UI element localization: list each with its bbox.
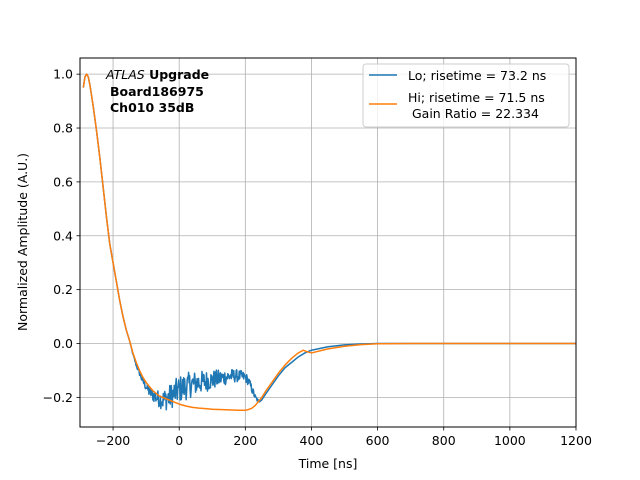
- y-tick-label: −0.2: [43, 390, 73, 405]
- series-line-0: [82, 73, 576, 411]
- x-axis-ticks: −200 0 200 400 600 800 1000 1200: [96, 427, 592, 448]
- x-axis-label: Time [ns]: [298, 456, 358, 471]
- y-tick-label: 0.0: [53, 336, 73, 351]
- series-line-1: [82, 73, 576, 412]
- legend-box: [362, 63, 570, 128]
- y-axis-ticks: −0.2 0.0 0.2 0.4 0.6 0.8 1.0: [43, 67, 80, 405]
- y-tick-label: 0.4: [53, 228, 73, 243]
- x-tick-label: 600: [366, 433, 390, 448]
- annotation-atlas: ATLAS: [105, 67, 145, 82]
- legend-label-hi-line2: Gain Ratio = 22.334: [408, 106, 539, 121]
- x-tick-label: 1200: [560, 433, 592, 448]
- x-tick-label: −200: [96, 433, 130, 448]
- y-tick-label: 1.0: [53, 67, 73, 82]
- x-tick-label: 400: [300, 433, 324, 448]
- y-tick-label: 0.2: [53, 282, 73, 297]
- x-tick-label: 800: [432, 433, 456, 448]
- y-tick-label: 0.6: [53, 174, 73, 189]
- plot-frame: [79, 57, 577, 428]
- x-tick-label: 1000: [494, 433, 526, 448]
- annotation-board: Board186975: [110, 84, 204, 99]
- legend-label-hi-line1: Hi; risetime = 71.5 ns: [408, 90, 545, 105]
- annotation-upgrade: Upgrade: [145, 67, 209, 82]
- y-axis-label: Normalized Amplitude (A.U.): [15, 153, 30, 331]
- x-tick-label: 0: [175, 433, 183, 448]
- svg-text:ATLAS Upgrade: ATLAS Upgrade: [105, 67, 209, 82]
- annotation-channel: Ch010 35dB: [110, 100, 194, 115]
- series-layer: [82, 73, 576, 412]
- legend: Lo; risetime = 73.2 ns Hi; risetime = 71…: [362, 63, 570, 128]
- x-tick-label: 200: [233, 433, 257, 448]
- annotation: ATLAS Upgrade Board186975 Ch010 35dB: [105, 67, 209, 115]
- legend-label-lo: Lo; risetime = 73.2 ns: [408, 68, 546, 83]
- legend-label-hi: Hi; risetime = 71.5 ns Gain Ratio = 22.3…: [408, 90, 549, 121]
- y-tick-label: 0.8: [53, 121, 73, 136]
